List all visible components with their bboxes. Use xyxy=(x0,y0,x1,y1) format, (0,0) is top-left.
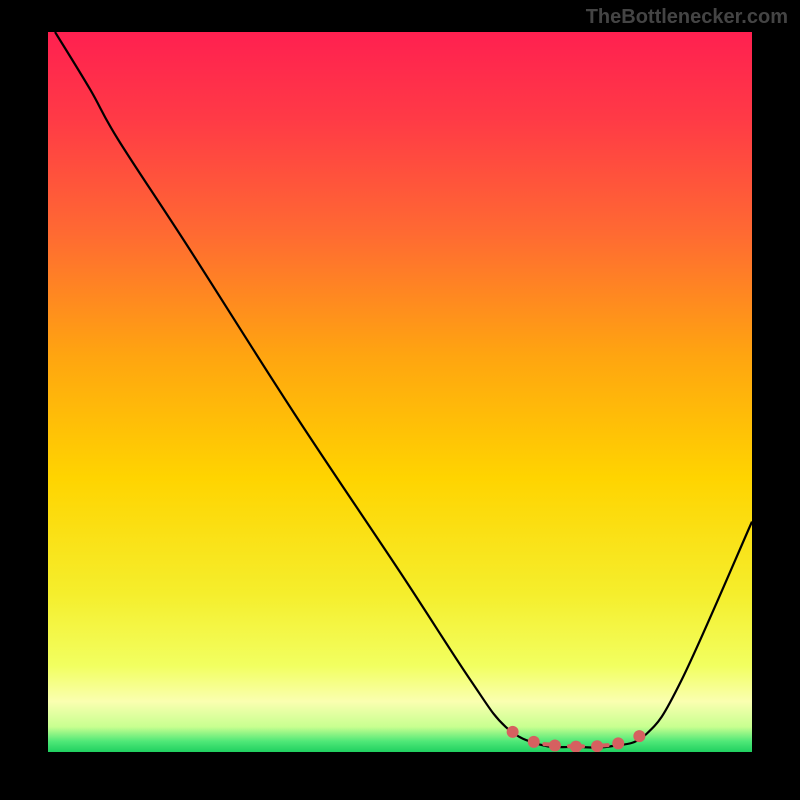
trough-markers xyxy=(507,726,646,752)
curve-layer xyxy=(48,32,752,752)
bottleneck-curve xyxy=(55,32,752,748)
plot-area xyxy=(48,32,752,752)
watermark-text: TheBottlenecker.com xyxy=(586,6,788,29)
